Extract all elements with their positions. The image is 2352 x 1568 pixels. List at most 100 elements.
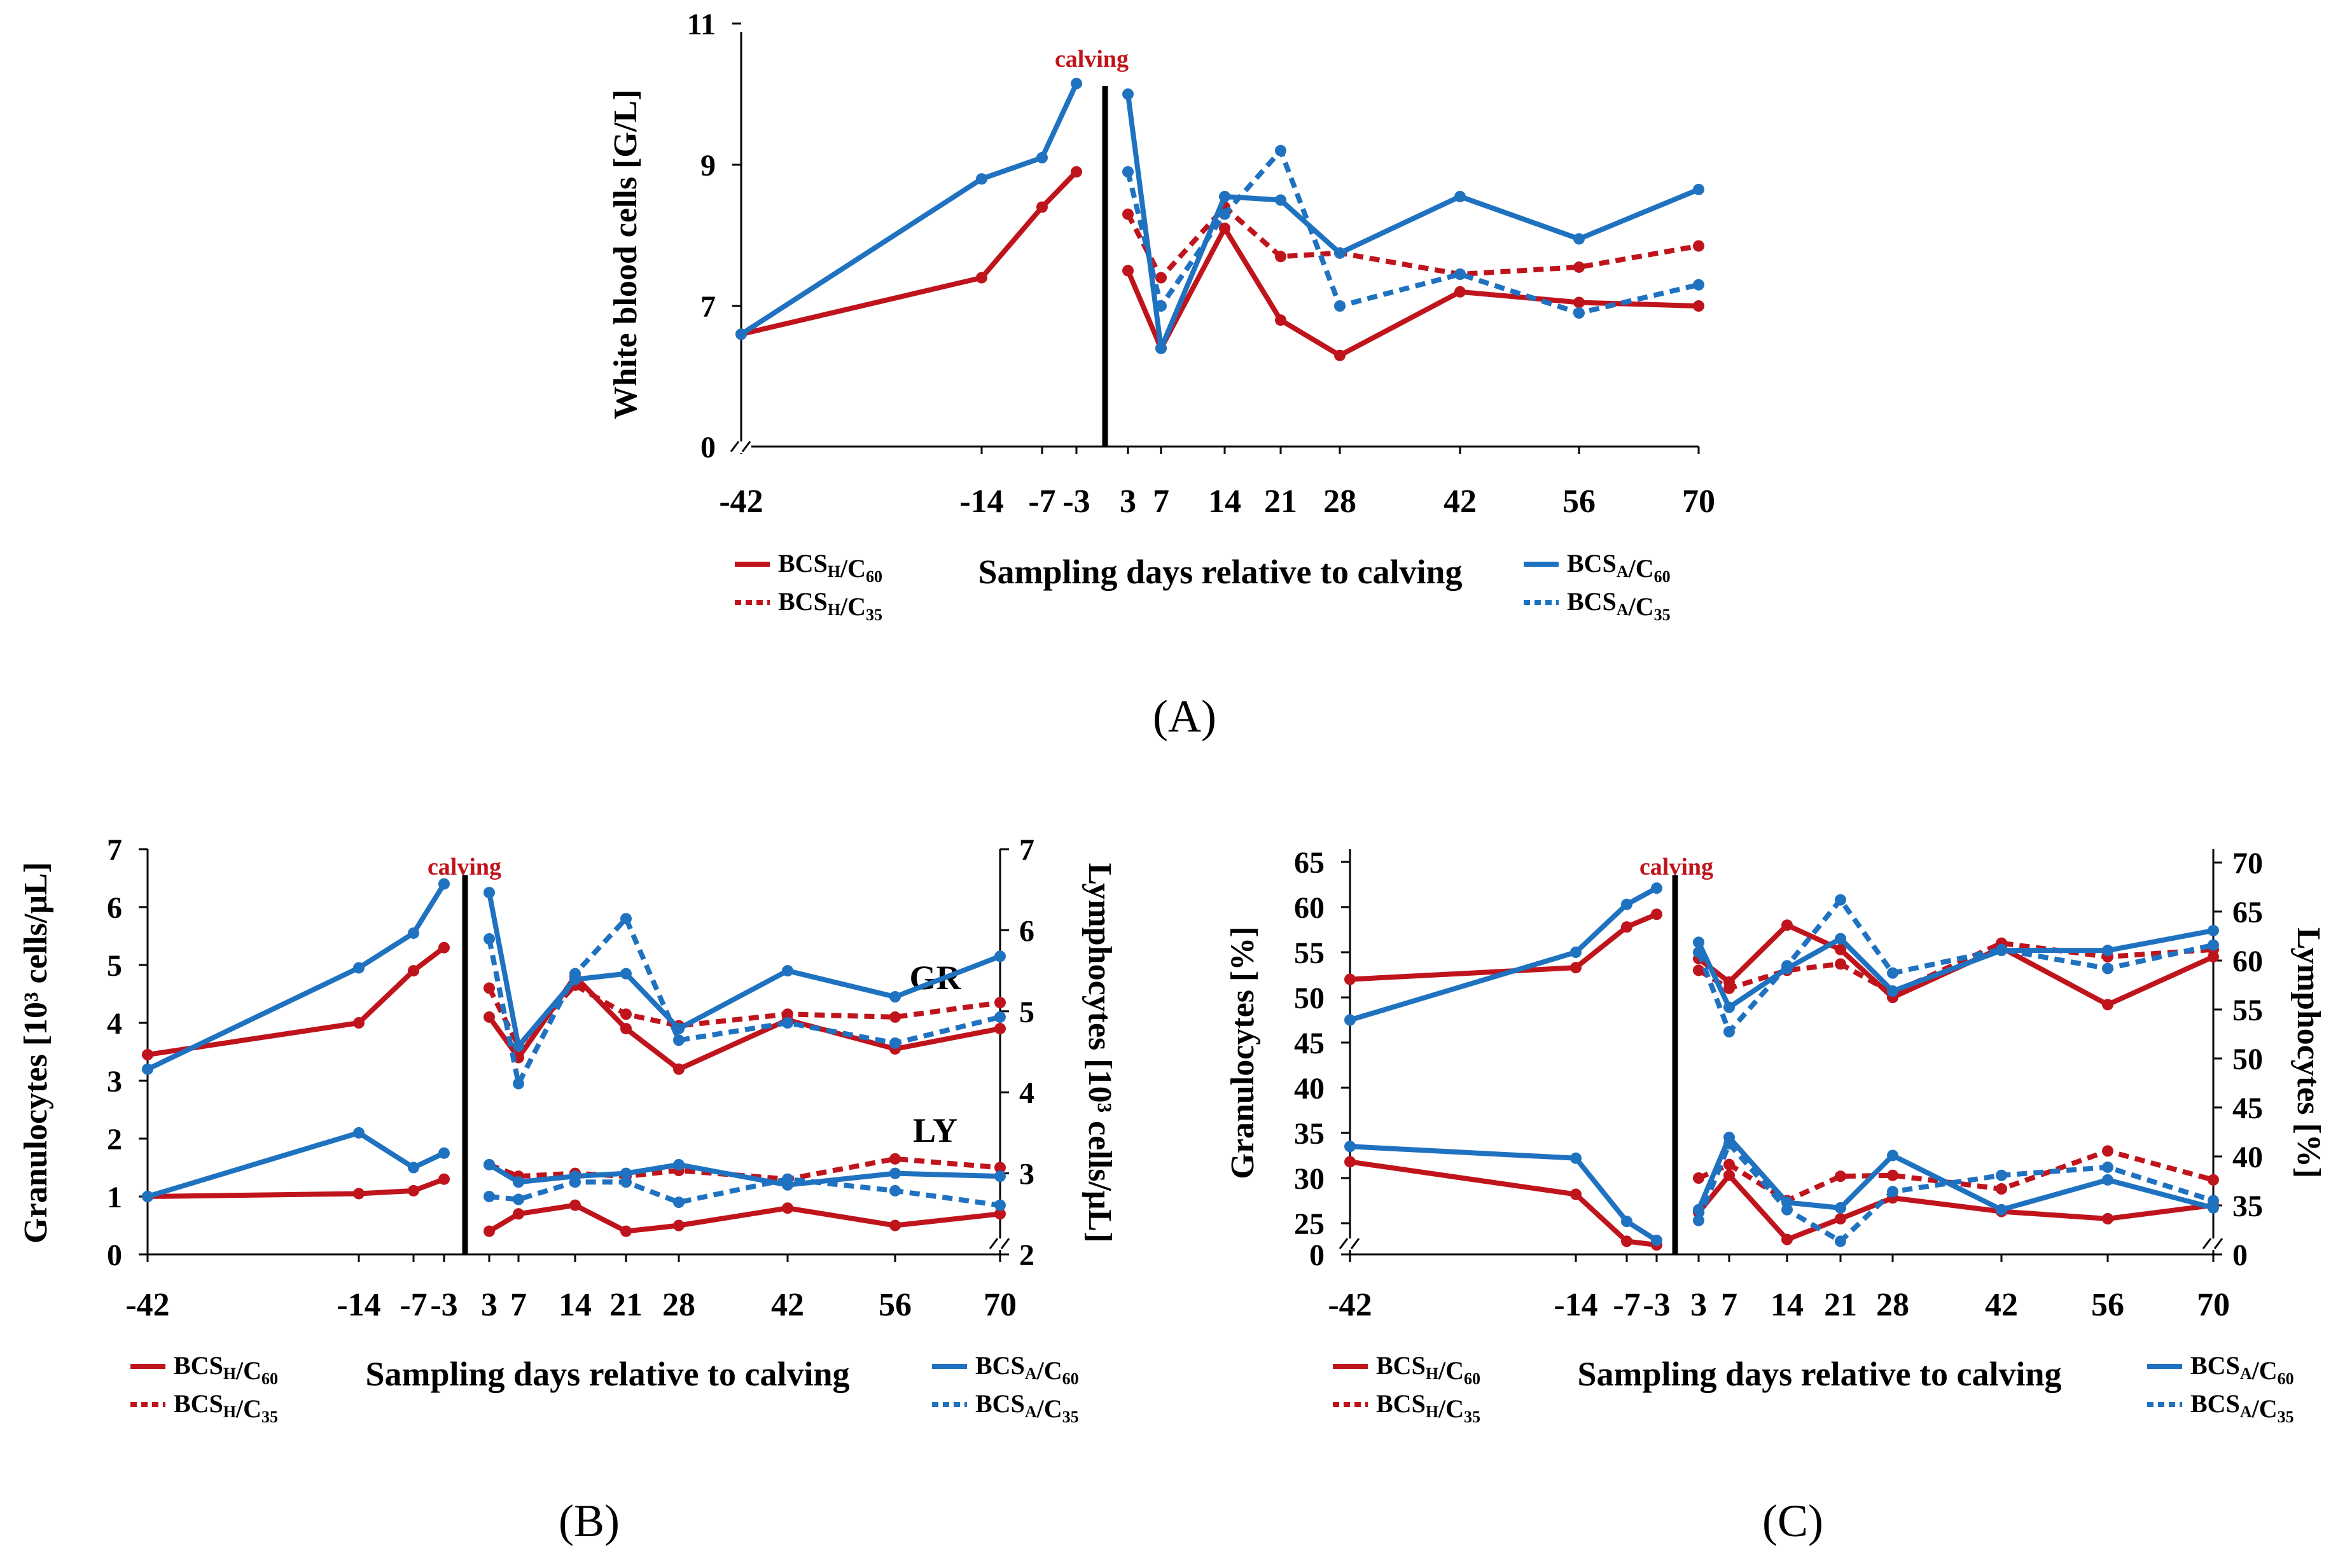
legend-label-a60: BCSA/C60 (975, 1351, 1079, 1388)
axis-break-mark (1339, 1238, 1349, 1249)
data-point-ly-bcsa-c60 (620, 1167, 632, 1179)
legend-label-part: BCS (1567, 549, 1617, 578)
data-point-bcsa-c35 (1155, 300, 1167, 312)
data-point-ly-bcsa-c35 (569, 1176, 581, 1188)
legend-label-part: A (1025, 1403, 1037, 1421)
x-tick-label: 7 (510, 1287, 527, 1323)
data-point-gr-bcsa-c35 (1835, 894, 1846, 906)
x-tick-label: 14 (1771, 1287, 1804, 1323)
legend-label-a35: BCSA/C35 (1567, 587, 1671, 624)
data-point-ly-bcsh-c60 (782, 1202, 793, 1214)
data-point-gr-bcsa-c35 (513, 1078, 524, 1090)
data-point-gr-bcsa-c35 (620, 913, 632, 925)
series-line-ly-bcsa-c35 (489, 1176, 1001, 1208)
x-tick-label: -14 (1554, 1287, 1597, 1323)
data-point-bcsh-c35 (1122, 208, 1134, 220)
data-point-gr-bcsa-c60 (1621, 898, 1632, 910)
data-point-gr-bcsh-c60 (2102, 999, 2113, 1011)
data-point-bcsh-c35 (1275, 251, 1286, 263)
series-line-gr-bcsa-c60 (146, 882, 447, 1072)
y-right-tick-label: 7 (1019, 833, 1034, 867)
y-axis-label: White blood cells [G/L] (608, 90, 644, 420)
y-axis-right-label: Lymphocytes [%] (2290, 927, 2327, 1178)
data-point-ly-bcsa-c60 (142, 1191, 153, 1202)
data-point-bcsh-c60 (1036, 201, 1048, 213)
data-point-bcsh-c35 (1693, 240, 1704, 252)
y-right-tick-label: 2 (1019, 1238, 1034, 1272)
legend-label-part: /C (1438, 1394, 1464, 1423)
data-point-ly-bcsa-c60 (1651, 1234, 1662, 1246)
data-point-ly-bcsa-c35 (994, 1199, 1006, 1211)
legend-label-part: BCS (2190, 1389, 2240, 1418)
legend-label-part: BCS (975, 1389, 1025, 1418)
x-tick-label: -3 (430, 1287, 457, 1323)
data-point-ly-bcsh-c35 (2208, 1174, 2219, 1186)
data-point-bcsa-c60 (1693, 183, 1704, 195)
legend-label-part: BCS (174, 1351, 223, 1380)
series-line-ly-bcsa-c60 (1696, 1135, 2215, 1212)
data-point-gr-bcsa-c60 (1570, 947, 1582, 958)
series-line-gr-bcsh-c35 (487, 982, 1001, 1049)
data-point-gr-bcsa-c35 (2102, 962, 2113, 975)
x-tick-label: 42 (771, 1287, 804, 1323)
data-point-ly-bcsh-c60 (620, 1225, 632, 1237)
series-line-ly-bcsa-c60 (487, 1162, 1001, 1188)
data-point-ly-bcsa-c35 (1781, 1204, 1793, 1216)
data-point-gr-bcsh-c60 (620, 1023, 632, 1035)
legend-label-part: BCS (1567, 587, 1617, 616)
data-point-gr-bcsa-c35 (994, 1011, 1006, 1023)
series-line-gr-bcsa-c35 (487, 916, 1001, 1086)
data-point-ly-bcsa-c60 (673, 1158, 685, 1170)
data-point-bcsa-c60 (735, 328, 747, 340)
y-right-tick-label: 0 (2232, 1238, 2248, 1272)
legend-label-part: H (1426, 1403, 1438, 1421)
legend-label-part: A (1617, 600, 1629, 619)
legend-label-part: BCS (1376, 1351, 1426, 1380)
y-right-tick-label: 65 (2232, 896, 2263, 929)
data-point-gr-bcsa-c60 (889, 991, 901, 1003)
data-point-gr-bcsa-c60 (2102, 945, 2113, 957)
chart-panel-b: -42 -14 -7 -3 3 7 14 21 28 42 56 7001234567234567Gr… (18, 833, 1118, 1426)
data-point-gr-bcsh-c60 (484, 1011, 495, 1023)
axis-break-mark (2202, 1238, 2212, 1249)
y-tick-label: 5 (107, 949, 122, 983)
data-point-gr-bcsa-c35 (2208, 939, 2219, 951)
x-tick-label: 3 (481, 1287, 498, 1323)
data-point-ly-bcsh-c35 (1835, 1170, 1846, 1183)
data-point-ly-bcsa-c60 (1570, 1152, 1582, 1164)
data-point-ly-bcsh-c35 (1723, 1158, 1735, 1170)
series-line-gr-bcsa-c35 (1696, 897, 2214, 1034)
data-point-gr-bcsa-c35 (889, 1037, 901, 1049)
data-point-gr-bcsa-c35 (1781, 960, 1793, 972)
data-point-ly-bcsh-c60 (438, 1173, 450, 1185)
data-point-ly-bcsa-c60 (484, 1158, 495, 1170)
legend-label-part: BCS (2190, 1351, 2240, 1380)
chart-panel-c: -42 -14 -7 -3 3 7 14 21 28 42 56 700253035404550556… (1225, 846, 2327, 1426)
axis-break-mark (1350, 1238, 1360, 1249)
x-tick-label: 28 (662, 1287, 695, 1323)
data-point-gr-bcsa-c35 (1723, 1025, 1735, 1037)
legend-label-part: A (2240, 1403, 2252, 1421)
legend-label-part: /C (1628, 554, 1654, 583)
data-point-bcsa-c35 (1122, 166, 1134, 178)
panel-label-c: (C) (1762, 1495, 1823, 1546)
legend-label-part: BCS (174, 1389, 223, 1418)
data-point-gr-bcsa-c60 (1887, 985, 1898, 997)
data-point-ly-bcsh-c35 (1887, 1169, 1898, 1181)
legend-label-part: 35 (1654, 606, 1671, 624)
data-point-gr-bcsa-c60 (438, 878, 450, 890)
data-point-ly-bcsh-c60 (889, 1219, 901, 1232)
x-axis-label: Sampling days relative to calving (1577, 1355, 2061, 1393)
legend-label-part: A (1025, 1364, 1037, 1383)
data-point-ly-bcsa-c60 (408, 1162, 419, 1174)
legend-label-h60: BCSH/C60 (778, 549, 882, 586)
data-point-gr-bcsa-c60 (142, 1063, 153, 1075)
series-line-ly-bcsh-c60 (1696, 1172, 2214, 1242)
data-point-bcsa-c60 (1219, 190, 1230, 202)
axis-break-mark (1000, 1238, 1010, 1249)
y-tick-label: 25 (1294, 1207, 1325, 1241)
data-point-gr-bcsa-c60 (1723, 1001, 1735, 1013)
x-axis-label: Sampling days relative to calving (978, 553, 1462, 591)
data-point-gr-bcsa-c35 (484, 933, 495, 945)
